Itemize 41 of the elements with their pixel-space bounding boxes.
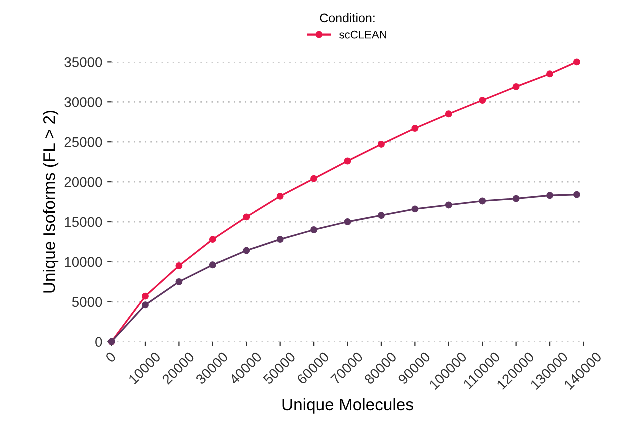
y-tick-label: 25000 [64, 137, 102, 148]
point [445, 202, 452, 209]
point [546, 70, 554, 78]
legend-title: Condition: [320, 13, 375, 23]
point [574, 58, 580, 66]
y-tick-label: 15000 [65, 217, 102, 228]
y-tick-label: 5000 [72, 297, 102, 308]
point [310, 175, 318, 182]
point [445, 110, 452, 118]
y-tick-label: 10000 [65, 257, 102, 268]
point [209, 236, 216, 244]
point [378, 212, 385, 220]
point [546, 192, 554, 200]
point [243, 214, 250, 221]
y-tick-label: 20000 [64, 177, 102, 188]
point [512, 83, 520, 90]
point [574, 191, 580, 198]
point [310, 226, 318, 234]
point [378, 141, 385, 148]
point [479, 97, 486, 104]
x-axis-title: Unique Molecules [282, 398, 414, 414]
point [412, 125, 419, 132]
y-tick-label: 0 [96, 337, 102, 348]
point [412, 206, 419, 213]
point [344, 218, 352, 226]
point [243, 247, 250, 254]
point [479, 198, 486, 205]
point [512, 195, 520, 202]
point [209, 262, 216, 269]
legend-label: scCLEAN [340, 30, 386, 39]
point [276, 192, 284, 200]
x-tick-label: 0 [105, 352, 117, 364]
point [176, 278, 183, 286]
point [142, 302, 149, 309]
y-tick-label: 30000 [64, 97, 102, 108]
point [142, 292, 149, 300]
point [176, 262, 183, 270]
y-tick-label: 35000 [64, 57, 102, 68]
y-axis-title: Unique Isoforms (FL > 2) [43, 110, 59, 293]
point [344, 158, 352, 165]
point [276, 236, 284, 244]
